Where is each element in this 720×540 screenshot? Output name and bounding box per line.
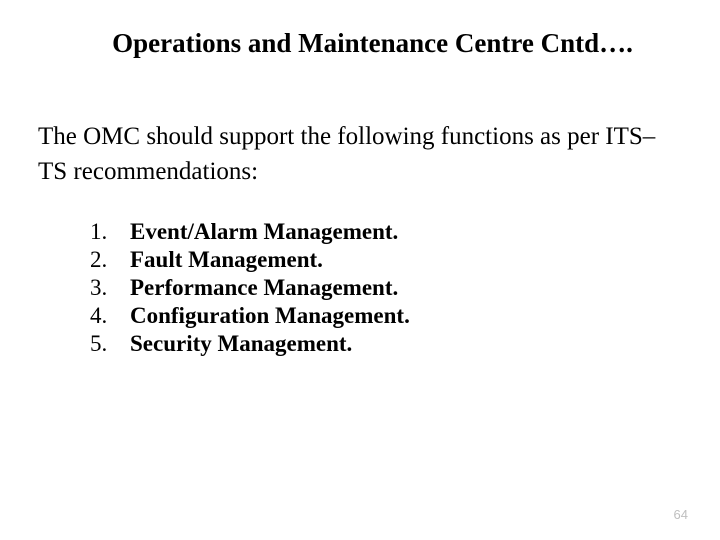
list-item: 3. Performance Management. <box>90 275 720 301</box>
list-text: Security Management. <box>130 331 352 357</box>
list-number: 1. <box>90 219 130 245</box>
list-item: 5. Security Management. <box>90 331 720 357</box>
list-item: 2. Fault Management. <box>90 247 720 273</box>
list-number: 2. <box>90 247 130 273</box>
list-text: Performance Management. <box>130 275 398 301</box>
list-item: 4. Configuration Management. <box>90 303 720 329</box>
intro-text: The OMC should support the following fun… <box>38 119 680 189</box>
list-item: 1. Event/Alarm Management. <box>90 219 720 245</box>
list-number: 3. <box>90 275 130 301</box>
page-number: 64 <box>674 507 688 522</box>
numbered-list: 1. Event/Alarm Management. 2. Fault Mana… <box>90 219 720 357</box>
list-number: 4. <box>90 303 130 329</box>
list-text: Configuration Management. <box>130 303 410 329</box>
slide-title: Operations and Maintenance Centre Cntd…. <box>0 28 720 59</box>
list-text: Fault Management. <box>130 247 323 273</box>
list-number: 5. <box>90 331 130 357</box>
list-text: Event/Alarm Management. <box>130 219 398 245</box>
